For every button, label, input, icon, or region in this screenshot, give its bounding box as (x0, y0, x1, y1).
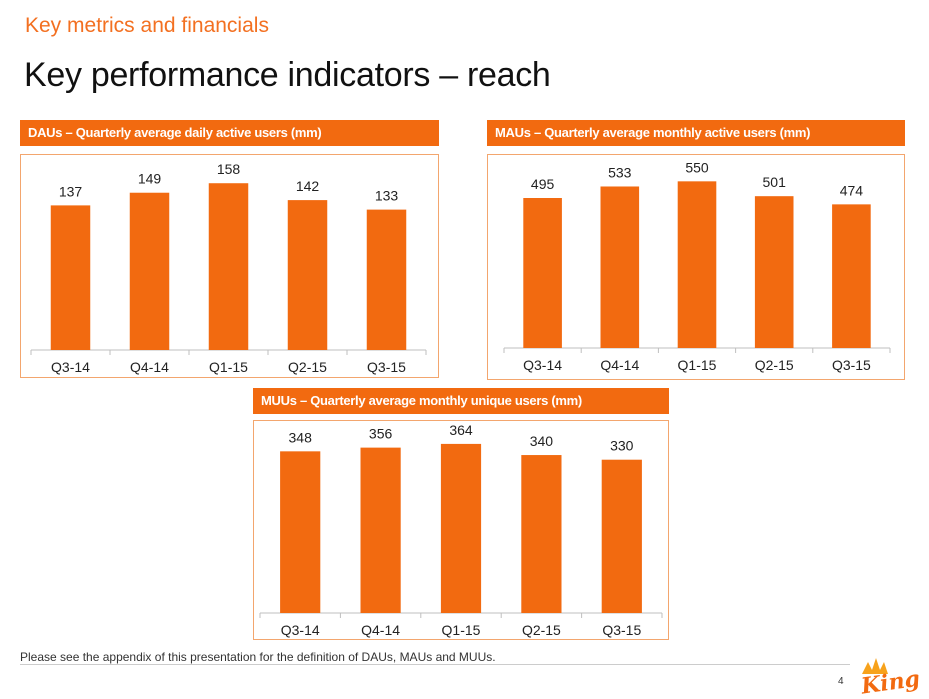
bar (280, 451, 321, 613)
data-label: 495 (531, 176, 555, 192)
bar (754, 196, 794, 348)
section-title: Key metrics and financials (25, 14, 269, 37)
x-tick-label: Q3-15 (832, 357, 871, 373)
page-title: Key performance indicators – reach (24, 56, 551, 94)
bar (677, 181, 717, 348)
x-tick-label: Q4-14 (600, 357, 639, 373)
muu-bar-chart: 348 Q3-14 356 Q4-14 364 Q1-15 340 Q2-15 330 Q3-15 (259, 422, 663, 638)
data-label: 149 (138, 171, 162, 187)
x-tick-label: Q3-15 (602, 622, 641, 638)
dau-chart-panel: 137 Q3-14 149 Q4-14 158 Q1-15 142 Q2-15 133 Q3-15 (20, 154, 439, 378)
data-label: 356 (369, 426, 393, 442)
x-tick-label: Q1-15 (209, 359, 248, 375)
data-label: 364 (449, 422, 473, 438)
data-label: 348 (289, 429, 313, 445)
bar (523, 198, 562, 348)
bar (521, 455, 562, 613)
x-tick-label: Q4-14 (130, 359, 169, 375)
bar (600, 186, 640, 348)
x-tick-label: Q4-14 (361, 622, 400, 638)
x-tick-label: Q3-14 (523, 357, 562, 373)
x-tick-label: Q1-15 (678, 357, 717, 373)
mau-chart-title: MAUs – Quarterly average monthly active … (487, 120, 905, 146)
data-label: 133 (375, 188, 399, 204)
data-label: 330 (610, 438, 634, 454)
mau-chart-panel: 495 Q3-14 533 Q4-14 550 Q1-15 501 Q2-15 474 Q3-15 (487, 154, 905, 380)
bar (50, 205, 91, 350)
x-tick-label: Q1-15 (442, 622, 481, 638)
x-tick-label: Q2-15 (522, 622, 561, 638)
footer-divider (20, 664, 850, 665)
x-tick-label: Q3-15 (367, 359, 406, 375)
bar (287, 200, 328, 350)
data-label: 533 (608, 164, 632, 180)
data-label: 501 (763, 174, 787, 190)
bar (832, 204, 871, 348)
bar (366, 209, 407, 350)
bar (208, 183, 249, 350)
bar (601, 459, 642, 613)
muu-chart-panel: 348 Q3-14 356 Q4-14 364 Q1-15 340 Q2-15 330 Q3-15 (253, 420, 669, 640)
king-logo: King (859, 658, 921, 694)
footnote: Please see the appendix of this presenta… (20, 650, 496, 664)
x-tick-label: Q2-15 (288, 359, 327, 375)
bar (360, 447, 401, 613)
data-label: 474 (840, 182, 864, 198)
x-tick-label: Q3-14 (51, 359, 90, 375)
mau-bar-chart: 495 Q3-14 533 Q4-14 550 Q1-15 501 Q2-15 474 Q3-15 (503, 159, 891, 373)
bar (440, 443, 482, 613)
data-label: 142 (296, 178, 320, 194)
dau-bar-chart: 137 Q3-14 149 Q4-14 158 Q1-15 142 Q2-15 133 Q3-15 (30, 161, 427, 375)
x-tick-label: Q3-14 (281, 622, 320, 638)
dau-chart-title: DAUs – Quarterly average daily active us… (20, 120, 439, 146)
page-number: 4 (838, 676, 844, 687)
data-label: 340 (530, 433, 554, 449)
data-label: 137 (59, 183, 83, 199)
x-tick-label: Q2-15 (755, 357, 794, 373)
data-label: 550 (685, 159, 709, 175)
bar (129, 192, 170, 350)
data-label: 158 (217, 161, 241, 177)
muu-chart-title: MUUs – Quarterly average monthly unique … (253, 388, 669, 414)
